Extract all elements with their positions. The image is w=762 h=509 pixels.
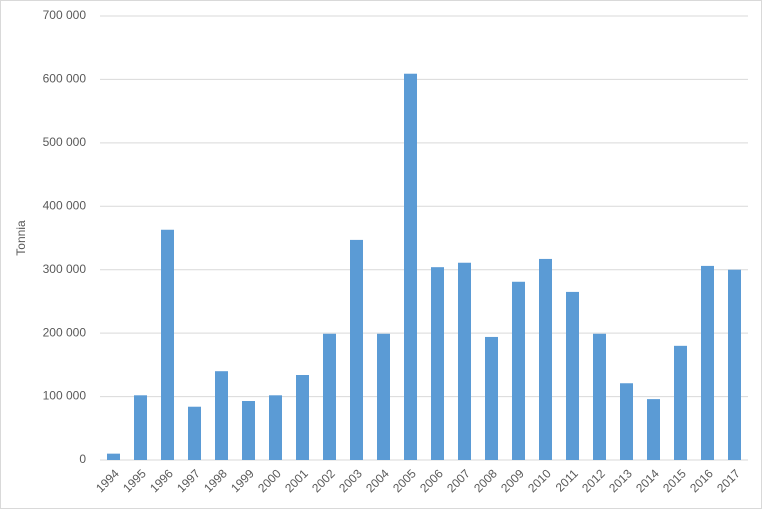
bar — [215, 371, 228, 460]
bar — [485, 336, 498, 460]
bar — [242, 401, 255, 460]
bar — [350, 239, 363, 460]
bar — [161, 229, 174, 460]
bar — [296, 375, 309, 460]
bar — [647, 399, 660, 460]
bar — [134, 395, 147, 460]
y-tick-label: 500 000 — [43, 135, 87, 149]
bar — [674, 345, 687, 460]
bar — [539, 258, 552, 460]
bar — [323, 333, 336, 460]
bar — [404, 73, 417, 460]
bar — [728, 269, 741, 460]
y-tick-label: 600 000 — [43, 72, 87, 86]
bar — [701, 265, 714, 460]
y-tick-label: 100 000 — [43, 389, 87, 403]
y-tick-label: 700 000 — [43, 8, 87, 22]
bar — [377, 333, 390, 460]
bar — [566, 291, 579, 460]
y-tick-label: 300 000 — [43, 262, 87, 276]
bar — [620, 383, 633, 460]
bar — [593, 333, 606, 460]
bar — [458, 262, 471, 460]
y-tick-label: 200 000 — [43, 325, 87, 339]
bar — [269, 395, 282, 460]
bar — [431, 267, 444, 460]
bar — [512, 281, 525, 460]
bar — [188, 406, 201, 460]
y-axis-title: Tonnia — [14, 220, 28, 256]
y-tick-label: 400 000 — [43, 198, 87, 212]
bar — [107, 453, 120, 460]
y-tick-label: 0 — [79, 452, 86, 466]
